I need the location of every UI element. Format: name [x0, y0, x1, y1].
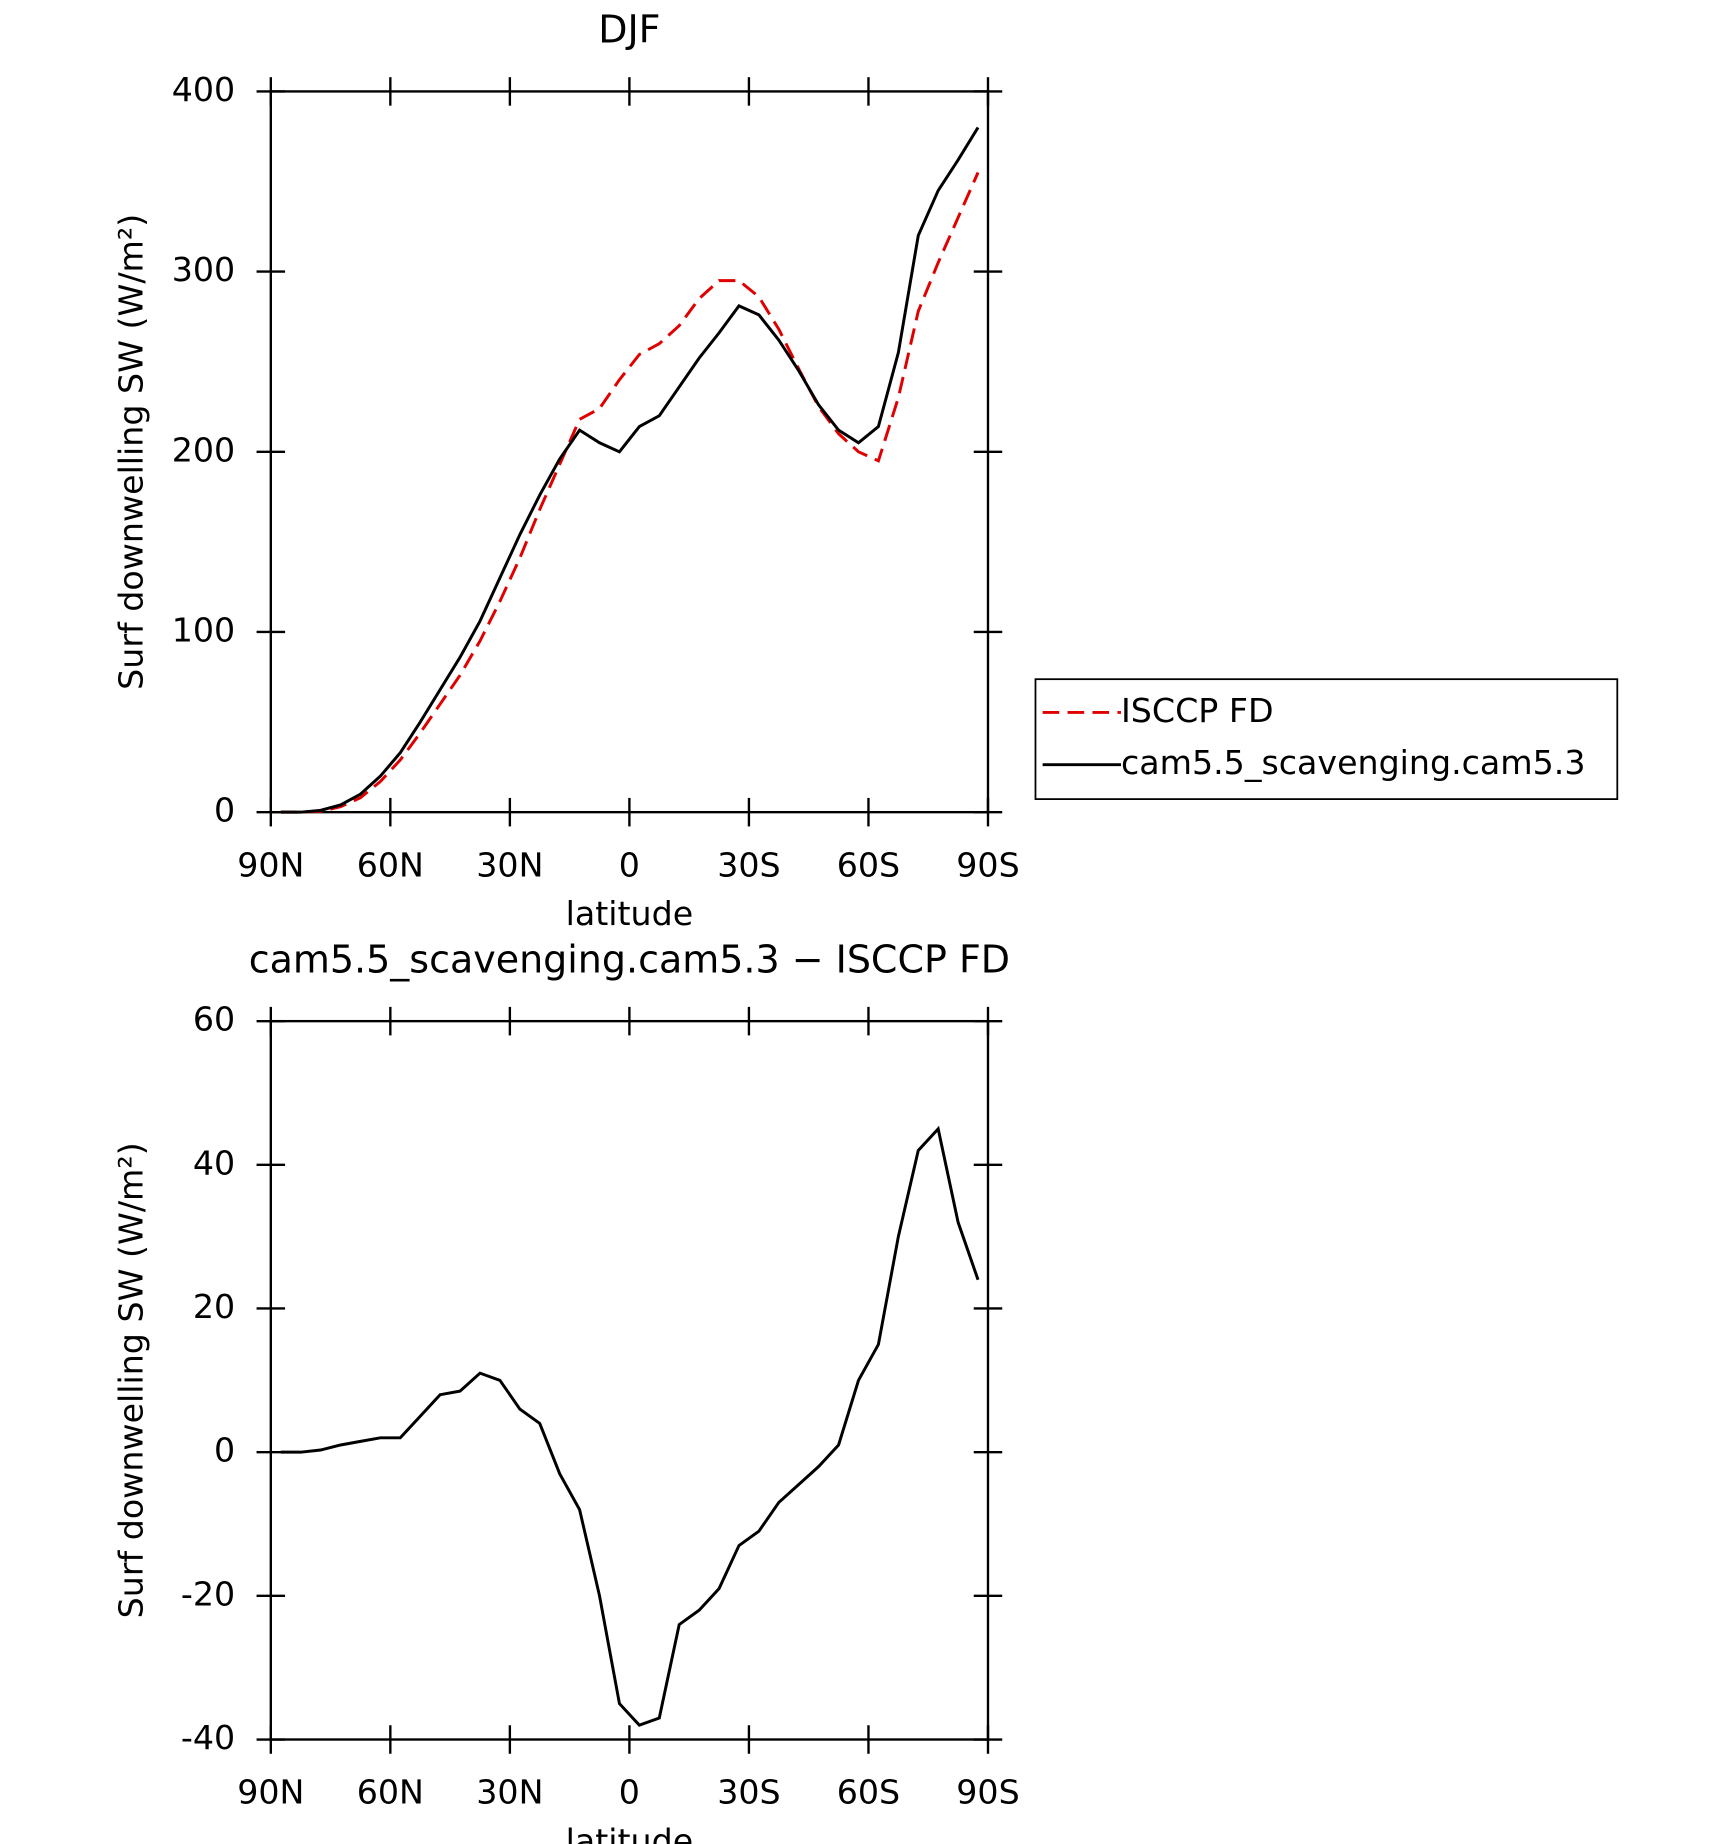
y-tick-label: 40 [193, 1143, 235, 1182]
y-tick-label: 60 [193, 1000, 235, 1039]
x-tick-label: 90S [956, 1773, 1019, 1812]
x-axis-label: latitude [566, 894, 694, 933]
data-line [280, 171, 980, 814]
y-tick-label: 100 [172, 610, 235, 649]
chart-title: cam5.5_scavenging.cam5.3 − ISCCP FD [249, 937, 1010, 981]
x-tick-label: 90N [237, 845, 304, 884]
x-tick-label: 60S [837, 1773, 900, 1812]
y-tick-label: 0 [214, 791, 235, 830]
x-tick-label: 30N [476, 845, 543, 884]
x-tick-label: 60N [357, 845, 424, 884]
x-axis-label: latitude [566, 1821, 694, 1844]
x-tick-label: 0 [619, 845, 640, 884]
x-tick-label: 0 [619, 1773, 640, 1812]
legend-label: cam5.5_scavenging.cam5.3 [1121, 743, 1586, 782]
y-tick-label: 0 [214, 1431, 235, 1470]
y-axis-label: Surf downwelling SW (W/m²) [112, 1142, 151, 1618]
x-tick-label: 30S [717, 845, 780, 884]
y-tick-label: 300 [172, 250, 235, 289]
y-tick-label: 200 [172, 430, 235, 469]
plot-frame [269, 1019, 990, 1741]
y-tick-label: 20 [193, 1287, 235, 1326]
x-tick-label: 90S [956, 845, 1019, 884]
data-line [280, 1125, 980, 1727]
y-tick-label: -40 [181, 1718, 235, 1757]
data-line [280, 126, 980, 814]
x-tick-label: 30S [717, 1773, 780, 1812]
x-tick-label: 90N [237, 1773, 304, 1812]
x-tick-label: 60N [357, 1773, 424, 1812]
legend-label: ISCCP FD [1121, 691, 1274, 730]
x-tick-label: 30N [476, 1773, 543, 1812]
y-axis-label: Surf downwelling SW (W/m²) [112, 214, 151, 690]
chart-title: DJF [598, 8, 660, 52]
x-tick-label: 60S [837, 845, 900, 884]
y-tick-label: -20 [181, 1574, 235, 1613]
y-tick-label: 400 [172, 70, 235, 109]
legend-box [1034, 678, 1619, 800]
